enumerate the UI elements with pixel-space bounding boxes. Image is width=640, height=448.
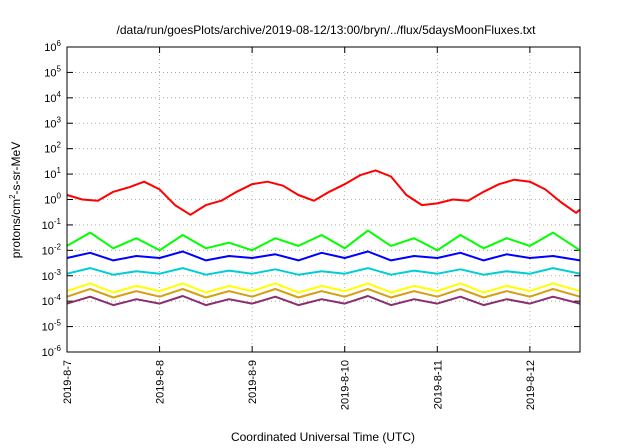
series-line-3	[66, 250, 581, 262]
y-tick-label: 10-1	[42, 217, 62, 232]
y-tick-labels: 10-610-510-410-310-210-11001011021031041…	[42, 39, 62, 359]
y-tick-base: 10	[42, 347, 54, 359]
y-axis-label: protons/cm2-s-sr-MeV	[8, 142, 23, 258]
y-tick-label: 102	[44, 141, 61, 156]
x-tick-label: 2019-8-9	[247, 360, 259, 404]
y-tick-label: 105	[44, 64, 61, 79]
x-axis-label: Coordinated Universal Time (UTC)	[231, 430, 415, 444]
y-tick-exponent: 0	[57, 192, 62, 201]
y-tick-base: 10	[44, 169, 56, 181]
grid-layer	[66, 46, 580, 353]
y-tick-label: 100	[44, 192, 61, 207]
y-tick-base: 10	[44, 144, 56, 156]
x-tick-label: 2019-8-11	[432, 360, 444, 409]
y-tick-exponent: 3	[57, 115, 62, 124]
y-tick-base: 10	[42, 220, 54, 232]
chart-title: /data/run/goesPlots/archive/2019-08-12/1…	[117, 23, 537, 37]
y-tick-label: 10-4	[42, 293, 62, 308]
y-tick-base: 10	[44, 195, 56, 207]
y-tick-exponent: 5	[57, 64, 62, 73]
series-line-5	[66, 282, 581, 294]
y-tick-label: 10-3	[42, 268, 62, 283]
y-tick-exponent: -2	[54, 242, 62, 251]
series-line-2	[66, 229, 581, 252]
x-tick-label: 2019-8-7	[62, 360, 74, 404]
y-tick-exponent: -5	[54, 319, 62, 328]
y-tick-label: 101	[44, 166, 61, 181]
y-tick-base: 10	[44, 42, 56, 54]
y-axis-label-sup: 2	[8, 194, 17, 199]
y-axis-label-post: -s-sr-MeV	[9, 142, 23, 195]
y-tick-label: 10-2	[42, 242, 62, 257]
y-tick-exponent: -6	[54, 344, 62, 353]
y-tick-base: 10	[44, 67, 56, 79]
y-tick-base: 10	[44, 118, 56, 130]
y-tick-exponent: 1	[57, 166, 62, 175]
y-tick-base: 10	[42, 245, 54, 257]
y-tick-label: 10-6	[42, 344, 62, 359]
y-tick-exponent: 2	[57, 141, 62, 150]
y-tick-base: 10	[42, 296, 54, 308]
y-tick-base: 10	[42, 271, 54, 283]
y-tick-exponent: -4	[54, 293, 62, 302]
x-tick-label: 2019-8-12	[525, 360, 537, 410]
series-line-1	[66, 169, 581, 216]
y-tick-exponent: 6	[57, 39, 62, 48]
y-tick-exponent: -1	[54, 217, 62, 226]
y-tick-label: 10-5	[42, 319, 62, 334]
series-layer	[66, 169, 581, 307]
y-tick-exponent: -3	[54, 268, 62, 277]
y-tick-base: 10	[42, 322, 54, 334]
y-axis-label-pre: protons/cm	[9, 199, 23, 258]
y-tick-label: 104	[44, 90, 61, 105]
y-tick-exponent: 4	[57, 90, 62, 99]
x-tick-labels: 2019-8-7 2019-8-8 2019-8-9 2019-8-10 2019-8-…	[62, 360, 537, 410]
series-line-4	[66, 267, 581, 276]
y-tick-label: 103	[44, 115, 61, 130]
series-line-6	[66, 288, 581, 299]
x-tick-label: 2019-8-8	[155, 360, 167, 404]
y-tick-label: 106	[44, 39, 61, 54]
series-line-7	[66, 295, 581, 307]
plot-frame	[66, 46, 581, 353]
y-tick-base: 10	[44, 93, 56, 105]
x-tick-label: 2019-8-10	[340, 360, 352, 410]
